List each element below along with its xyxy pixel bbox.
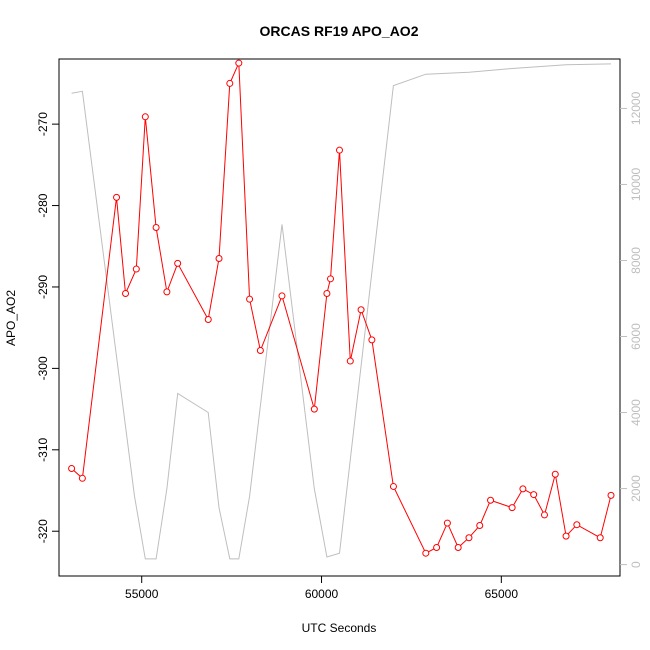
plot-box [58,58,621,577]
primary-point-39 [607,491,615,499]
y2-tick-label-0: 0 [629,561,643,568]
y2-tick-label-1: 2000 [629,475,643,502]
primary-point-29 [476,522,484,530]
y2-tick-label-5: 10000 [629,167,643,201]
x-axis-label: UTC Seconds [302,621,377,635]
secondary-series-line [71,63,612,560]
primary-point-13 [246,295,254,303]
primary-point-6 [152,224,160,232]
x-tick-label-1: 60000 [305,587,339,601]
y-tick-label-0: -320 [36,519,50,543]
primary-point-31 [508,504,516,512]
primary-point-34 [540,511,548,519]
primary-point-2 [113,193,121,201]
primary-point-25 [433,544,441,552]
y2-tick-label-2: 4000 [629,399,643,426]
primary-point-26 [443,519,451,527]
chart-title: ORCAS RF19 APO_AO2 [260,23,419,39]
primary-series-layer [68,59,615,557]
primary-point-12 [235,59,243,67]
primary-point-37 [573,521,581,529]
primary-point-17 [323,289,331,297]
y-axis-left: -320 -310 -300 -290 -280 -270 [36,112,59,543]
primary-point-32 [519,485,527,493]
primary-point-24 [422,549,430,557]
primary-point-20 [346,357,354,365]
y-tick-label-2: -300 [36,356,50,380]
y-tick-label-5: -270 [36,112,50,136]
primary-point-36 [562,532,570,540]
x-axis: 55000 60000 65000 [125,576,518,601]
y-tick-label-3: -290 [36,275,50,299]
primary-point-33 [530,491,538,499]
primary-point-1 [78,474,86,482]
primary-point-0 [68,465,76,473]
primary-point-16 [310,405,318,413]
primary-point-27 [454,544,462,552]
primary-point-4 [132,265,140,273]
primary-point-5 [141,113,149,121]
primary-series-line [71,62,612,554]
primary-point-30 [487,496,495,504]
primary-point-7 [163,288,171,296]
primary-point-22 [368,336,376,344]
primary-point-10 [215,254,223,262]
y-tick-label-4: -280 [36,193,50,217]
y-tick-label-1: -310 [36,437,50,461]
primary-point-21 [357,306,365,314]
primary-point-11 [226,79,234,87]
y2-tick-label-6: 12000 [629,91,643,125]
primary-point-3 [122,289,130,297]
y2-tick-label-4: 8000 [629,247,643,274]
y2-tick-label-3: 6000 [629,323,643,350]
primary-point-19 [336,146,343,154]
x-tick-label-0: 55000 [125,587,159,601]
primary-point-23 [389,482,397,490]
primary-point-18 [327,275,335,283]
primary-point-9 [204,316,212,324]
secondary-series-layer [71,63,612,560]
y-axis-right: 0 2000 4000 6000 8000 10000 12000 [620,91,643,568]
x-tick-label-2: 65000 [485,587,519,601]
primary-point-14 [256,346,264,354]
primary-point-15 [278,292,286,300]
primary-point-35 [551,470,559,478]
primary-point-28 [465,534,473,542]
primary-point-8 [174,259,182,267]
y-axis-label: APO_AO2 [4,290,18,346]
primary-point-38 [596,534,604,542]
